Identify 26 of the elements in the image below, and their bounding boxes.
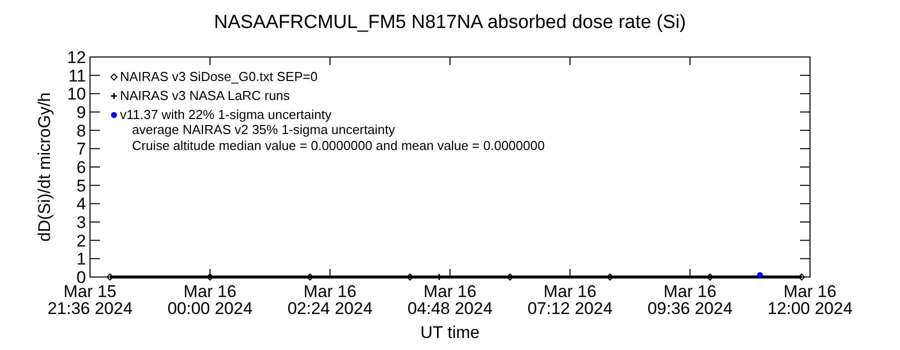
legend-label: NAIRAS v3 NASA LaRC runs (120, 88, 290, 103)
y-tick-label: 11 (68, 66, 86, 86)
y-tick-label: 3 (76, 213, 86, 232)
x-axis-title: UT time (420, 323, 480, 342)
y-tick-label: 9 (76, 103, 86, 122)
y-tick-label: 6 (76, 158, 86, 177)
annotation: average NAIRAS v2 35% 1-sigma uncertainty (132, 122, 396, 137)
y-tick-label: 1 (76, 250, 86, 269)
x-tick-label: Mar 16 04:48 2024 (407, 282, 493, 318)
x-tick-label: Mar 16 07:12 2024 (527, 282, 613, 318)
y-tick-label: 4 (76, 194, 86, 214)
legend-label: v11.37 with 22% 1-sigma uncertainty (120, 107, 332, 122)
y-axis-title: dD(Si)/dt microGy/h (35, 92, 54, 242)
y-tick-label: 12 (67, 48, 86, 67)
x-tick-label: Mar 16 02:24 2024 (287, 282, 373, 318)
y-tick-label: 10 (67, 84, 86, 104)
y-tick-label: 8 (76, 121, 86, 140)
y-tick-label: 5 (76, 176, 86, 196)
y-tick-label: 7 (76, 140, 86, 159)
y-tick-label: 2 (76, 231, 86, 250)
annotation: Cruise altitude median value = 0.0000000 and mean value = 0.0000000 (132, 138, 545, 153)
x-tick-label: Mar 16 09:36 2024 (647, 282, 733, 318)
chart-title: NASAAFRCMUL_FM5 N817NA absorbed dose rate (Si) (214, 12, 686, 33)
x-tick-label: Mar 16 12:00 2024 (767, 282, 853, 318)
x-tick-label: Mar 16 00:00 2024 (167, 282, 253, 318)
legend-label: NAIRAS v3 SiDose_G0.txt SEP=0 (120, 69, 318, 84)
